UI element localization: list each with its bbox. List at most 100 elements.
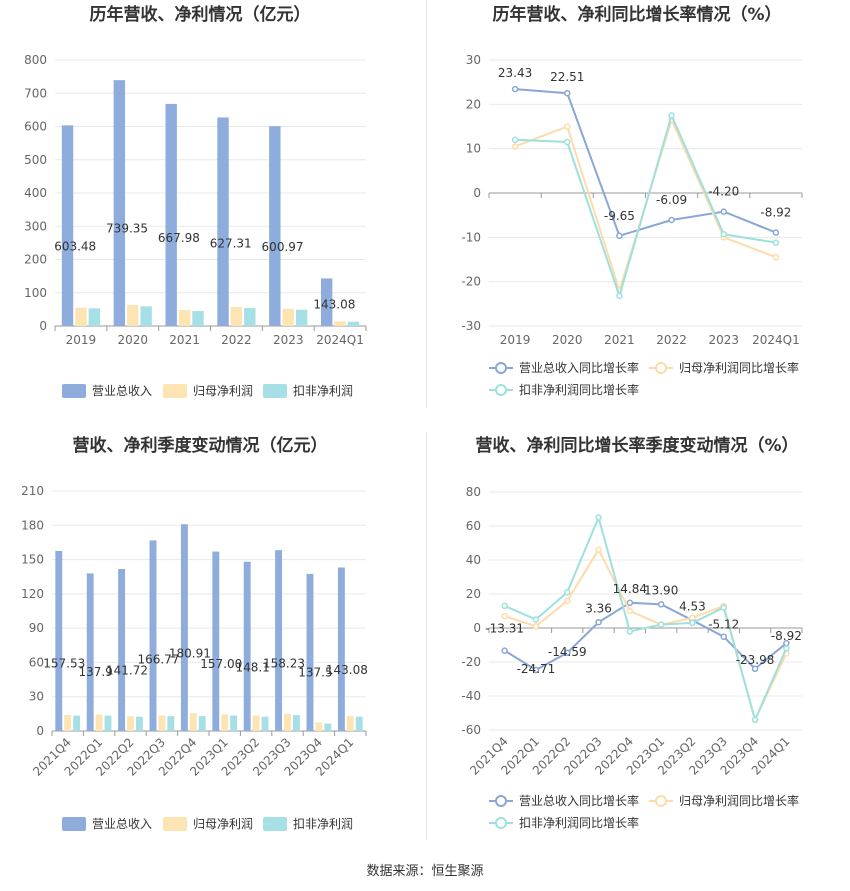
data-label: 667.98 [158,231,200,245]
x-tick-label: 2022 [221,333,252,347]
x-tick-label: 2024Q1 [316,333,364,347]
data-label: 157.00 [200,657,242,671]
y-tick-label: 40 [466,553,481,567]
chart-title: 历年营收、净利同比增长率情况（%） [492,4,781,25]
bar-revenue [212,551,220,731]
x-tick-label: 2023 [708,333,739,347]
point-deducted [751,716,759,724]
point-revenue [668,216,675,224]
bar-revenue [61,125,74,327]
legend-swatch [263,817,287,831]
y-tick-label: 100 [24,286,47,300]
legend-marker [495,817,507,829]
bar-parent-np [315,722,323,731]
point-deducted [511,136,519,144]
point-parent [532,623,540,630]
legend-label: 扣非净利润 [293,384,353,398]
y-tick-label: -60 [461,723,481,737]
bar-deducted-np [230,715,238,731]
y-tick-label: 30 [29,690,44,704]
point-revenue [616,232,623,240]
legend-label: 扣非净利润同比增长率 [519,815,639,830]
point-deducted [616,292,623,300]
legend-label: 扣非净利润同比增长率 [519,382,639,397]
point-parent [595,546,602,554]
bar-deducted-np [244,308,256,326]
bar-revenue [306,573,314,731]
legend-marker [655,362,667,374]
x-tick-label: 2024Q1 [752,333,800,347]
legend-label: 扣非净利润 [293,817,353,831]
line-revenue-growth [515,88,777,238]
y-tick-label: 700 [24,86,47,100]
bar-revenue [113,80,126,326]
data-label: -8.92 [771,629,802,643]
x-tick-label: 2023 [273,333,304,347]
chart-quarterly-values: 营收、净利季度变动情况（亿元） 0 30 60 90 120 150 180 210 2021Q4… [0,426,426,846]
point-revenue [511,85,519,93]
data-label: 157.53 [43,657,85,671]
data-label: -14.59 [548,645,587,659]
bar-revenue [149,540,157,731]
bar-deducted-np [347,321,360,326]
y-tick-label: 20 [466,587,481,601]
chart-quarterly-growth: 营收、净利同比增长率季度变动情况（%） -60 -40 -20 0 20 40 60 80 202… [427,426,850,846]
point-revenue [751,665,759,673]
y-tick-label: 60 [466,519,481,533]
data-label: 158.23 [263,656,305,670]
legend-label: 归母净利润 [193,817,253,831]
point-deducted [564,138,571,146]
point-deducted [783,645,790,652]
y-tick-label: 0 [473,186,481,200]
bar-parent-np [158,715,166,731]
data-label: 3.36 [585,601,612,615]
bar-revenue [86,573,94,731]
bar-parent-np [127,716,134,731]
y-tick-label: 800 [24,53,47,67]
bar-revenue [55,550,63,731]
y-tick-label: 30 [466,53,481,67]
chart-quarterly-growth-svg: 营收、净利同比增长率季度变动情况（%）-60-40-20020406080202… [461,435,803,830]
bar-deducted-np [167,716,175,731]
bar-revenue [243,561,251,731]
point-deducted [720,604,727,611]
bar-revenue [217,117,229,326]
y-tick-label: 0 [39,319,47,333]
point-deducted [657,621,665,628]
bar-deducted-np [73,715,81,731]
data-label: -5.12 [708,618,739,632]
bar-deducted-np [135,716,143,731]
data-label: 627.31 [210,237,252,251]
legend-swatch [163,384,187,398]
data-label: 143.08 [313,297,355,311]
y-tick-label: 90 [29,621,44,635]
y-tick-label: 300 [24,219,47,233]
bar-parent-np [334,321,346,326]
bar-parent-np [75,307,87,326]
line-deducted-np-growth [515,112,777,300]
point-revenue [720,633,727,640]
data-label: -13.31 [485,622,524,636]
bar-parent-np [64,715,72,731]
y-tick-label: 0 [36,724,44,738]
legend-label: 营业总收入 [92,817,152,831]
bar-parent-np [230,307,243,326]
bar-parent-np [252,715,260,731]
point-revenue [595,619,602,626]
x-tick-label: 2022 [656,333,687,347]
legend-swatch [62,384,86,398]
bar-revenue [337,567,345,731]
chart-title: 营收、净利季度变动情况（亿元） [73,435,328,456]
data-label: 141.72 [106,663,148,677]
bar-revenue [320,278,333,326]
legend-swatch [62,817,86,831]
legend-marker [495,384,507,396]
line-deducted-np-growth [504,514,788,723]
point-deducted [501,602,508,610]
bar-deducted-np [324,723,332,731]
bar-revenue [165,103,177,326]
point-parent [564,123,571,130]
y-tick-label: 200 [24,253,47,267]
point-revenue [532,666,540,674]
point-parent [501,612,508,620]
